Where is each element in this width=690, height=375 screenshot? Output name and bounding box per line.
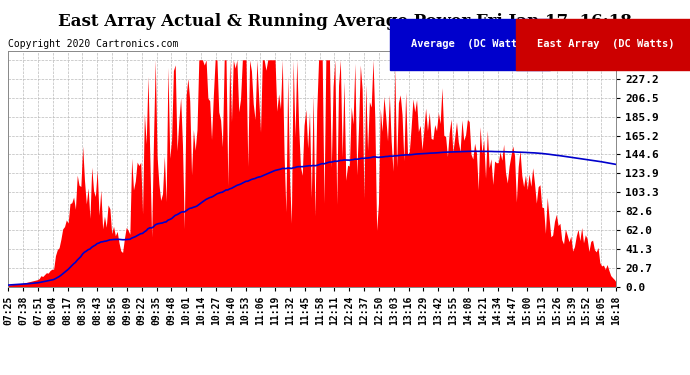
Text: East Array Actual & Running Average Power Fri Jan 17  16:18: East Array Actual & Running Average Powe… [58,13,632,30]
Text: Copyright 2020 Cartronics.com: Copyright 2020 Cartronics.com [8,39,179,50]
Text: East Array  (DC Watts): East Array (DC Watts) [537,39,674,50]
Text: Average  (DC Watts): Average (DC Watts) [411,39,529,50]
